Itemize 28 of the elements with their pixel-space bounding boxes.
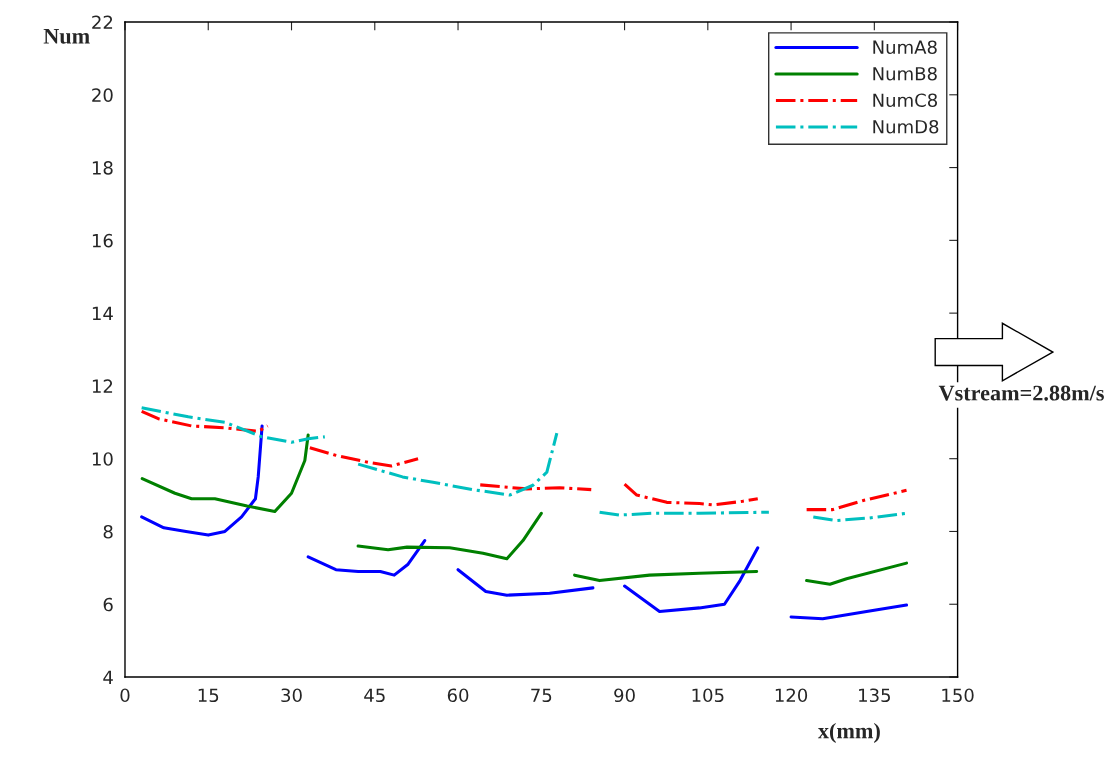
x-tick-label: 30 xyxy=(281,688,302,703)
y-tick-label: 10 xyxy=(92,452,113,466)
x-tick-label: 15 xyxy=(198,688,219,703)
y-tick-label: 12 xyxy=(92,379,113,393)
legend-label: NumD8 xyxy=(873,119,939,134)
x-tick-label: 75 xyxy=(531,688,552,703)
y-tick-label: 20 xyxy=(92,88,113,102)
x-tick-label: 120 xyxy=(775,688,808,703)
y-tick-label: 16 xyxy=(92,233,113,248)
y-tick-label: 22 xyxy=(92,15,113,29)
y-tick-label: 8 xyxy=(103,524,113,539)
x-tick-label: 0 xyxy=(120,688,130,703)
y-tick-label: 18 xyxy=(92,161,113,175)
x-tick-label: 60 xyxy=(447,688,469,703)
x-tick-label: 90 xyxy=(614,688,635,703)
x-axis-title: x(mm) xyxy=(817,722,880,744)
y-axis-title: Num xyxy=(43,28,90,44)
annotation: Vstream=2.88m/s xyxy=(938,385,1104,401)
legend-label: NumC8 xyxy=(873,93,938,108)
y-tick-label: 4 xyxy=(103,670,113,684)
x-tick-label: 135 xyxy=(859,688,890,703)
y-tick-label: 6 xyxy=(103,597,113,612)
x-tick-label: 150 xyxy=(942,688,974,703)
legend-label: NumB8 xyxy=(873,66,937,81)
x-tick-label: 105 xyxy=(692,688,724,703)
y-tick-label: 14 xyxy=(92,306,113,320)
x-tick-label: 45 xyxy=(364,688,385,703)
legend-label: NumA8 xyxy=(873,40,937,55)
